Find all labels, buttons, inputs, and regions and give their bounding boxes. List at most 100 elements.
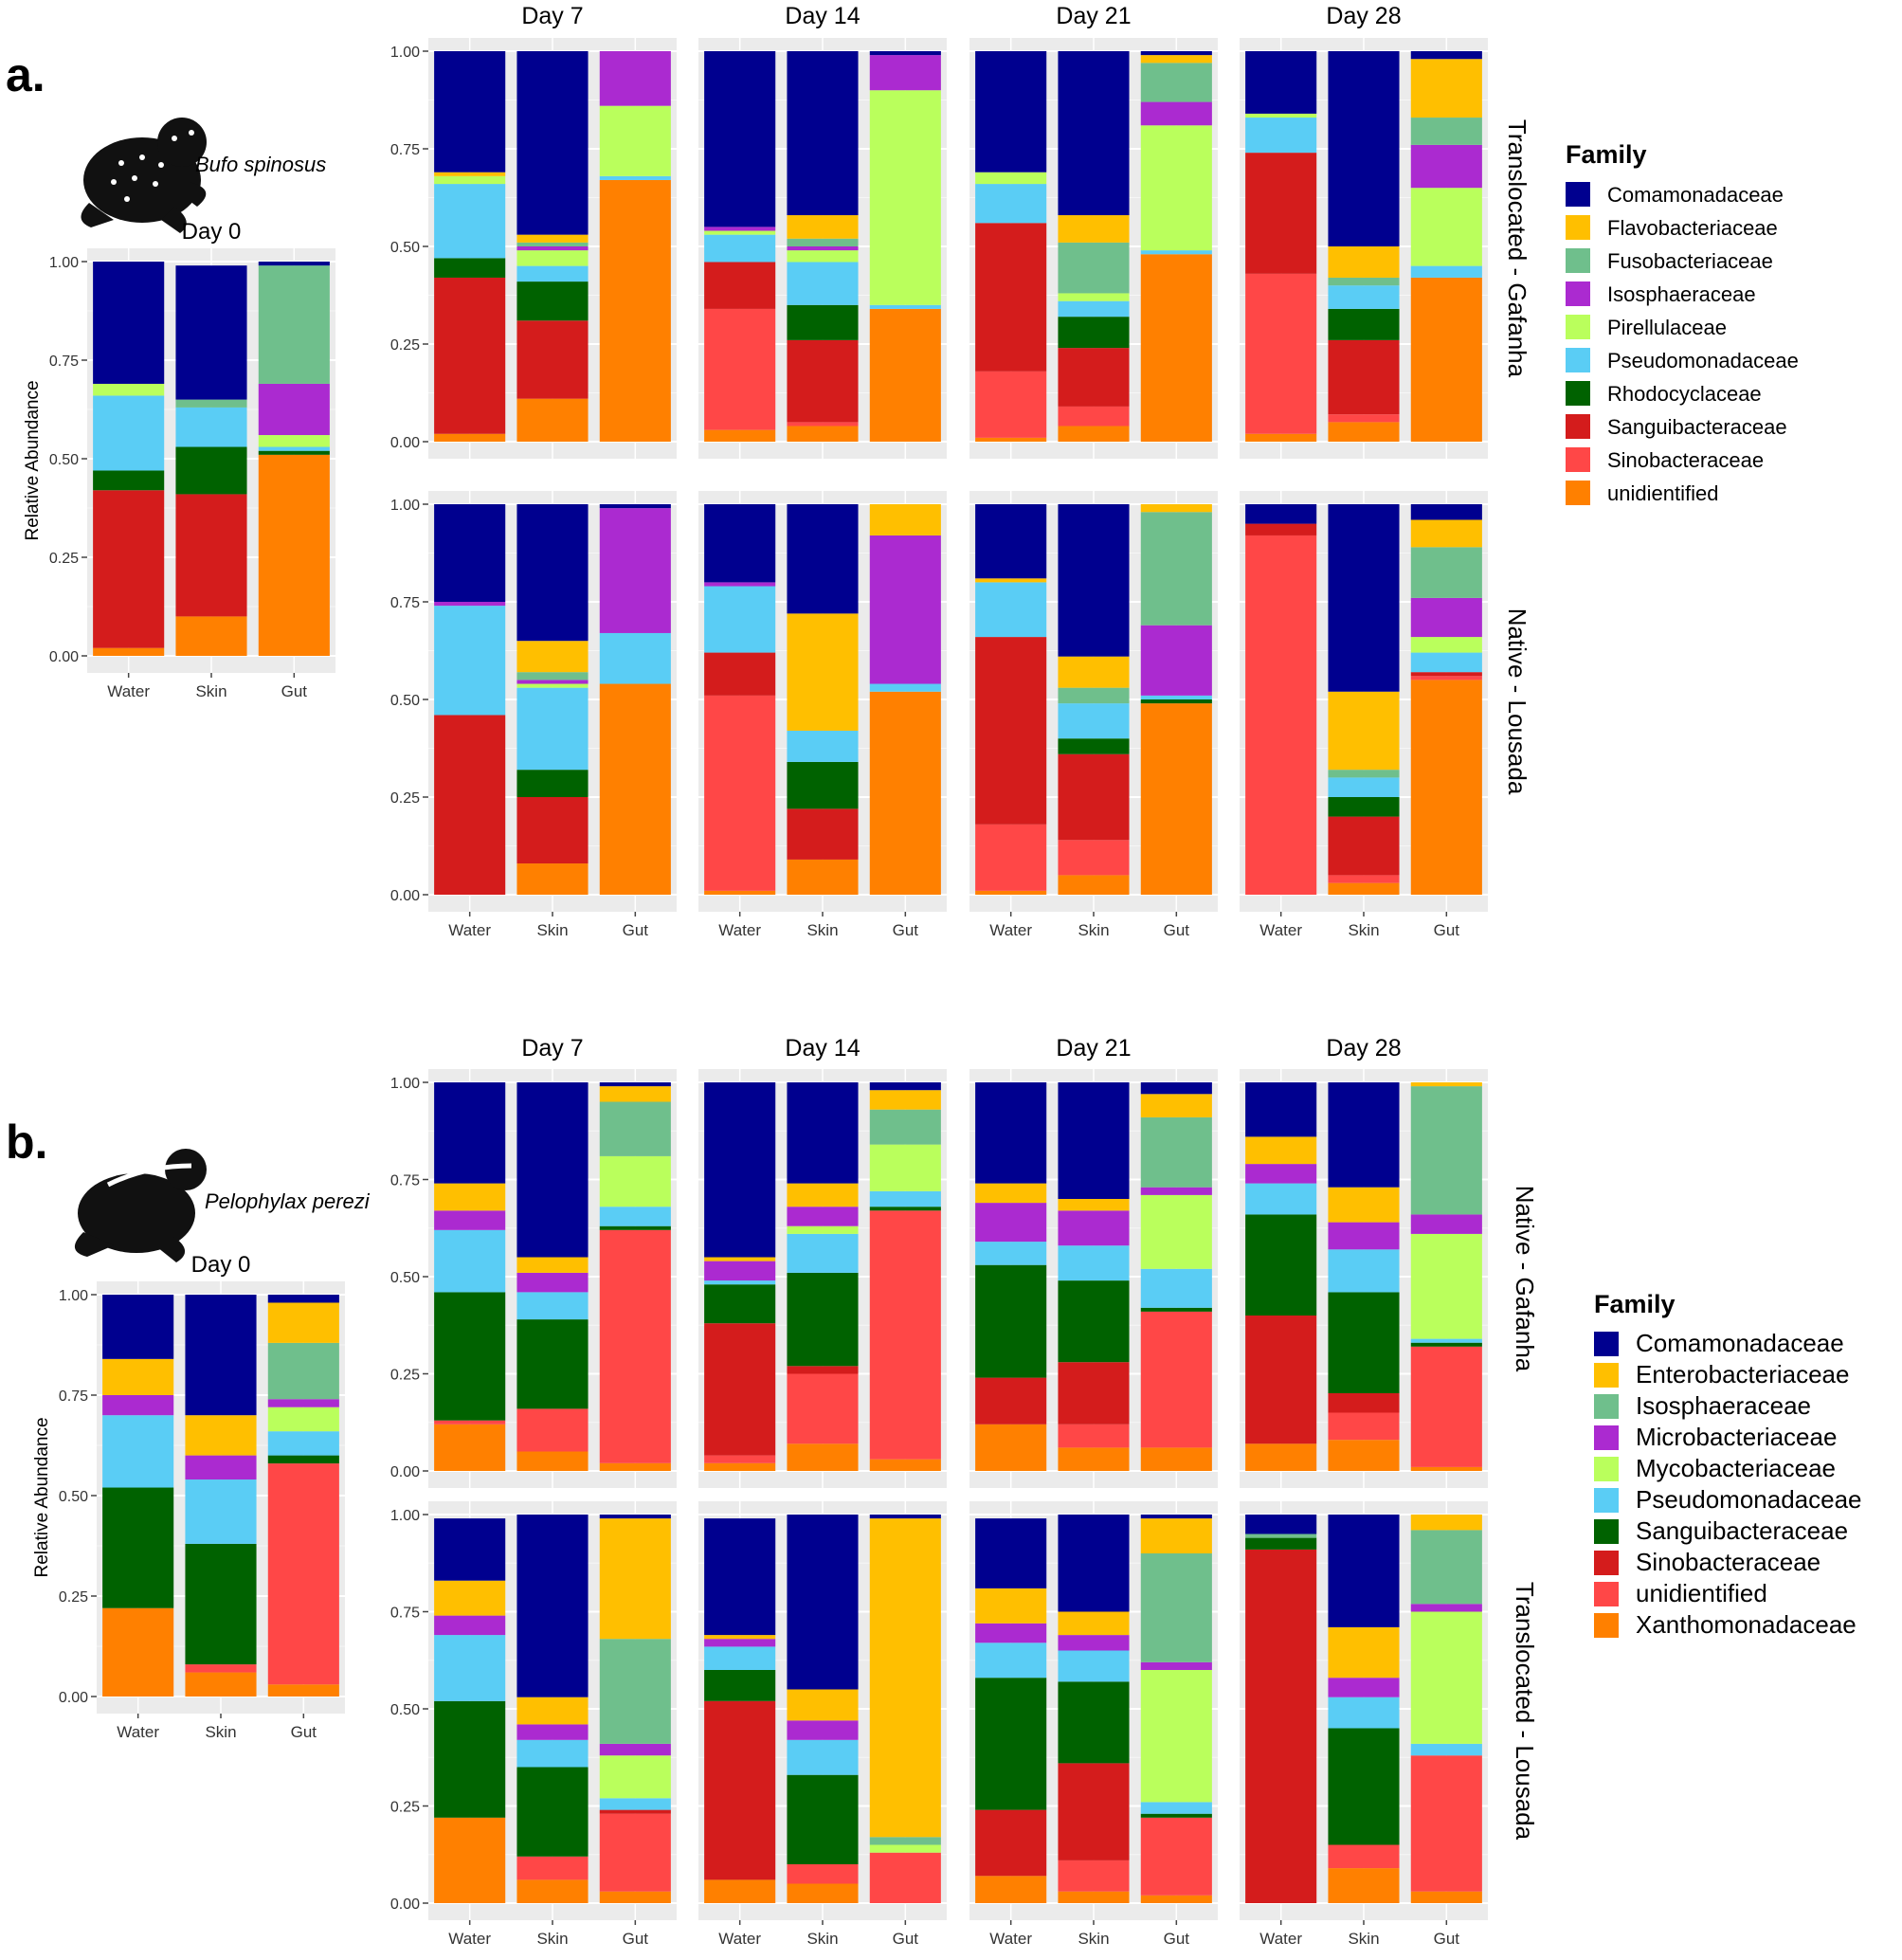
bar-segment-enterobacteriaceae — [1245, 1136, 1317, 1165]
bar-segment-pseudomonadaceae — [1410, 1338, 1482, 1343]
panel-a: 0.00 0.25 0.50 0.75 1.00 Water Skin Gut Day 0 Rel… — [23, 3, 1531, 939]
legend-label: Isosphaeraceae — [1607, 282, 1756, 306]
bar-segment-comamonadaceae — [1245, 51, 1317, 114]
bar-segment-enterobacteriaceae — [787, 1183, 859, 1207]
bar-segment-unidientified — [1328, 1844, 1400, 1869]
bar-segment-pseudomonadaceae — [1410, 265, 1482, 278]
bar-segment-microbacteriaceae — [1245, 1164, 1317, 1184]
bar-segment-isosphaeraceae — [869, 1837, 941, 1845]
legend-label: Sanguibacteraceae — [1636, 1516, 1848, 1545]
legend-swatch — [1566, 315, 1590, 339]
legend-swatch — [1566, 182, 1590, 207]
x-tick-label: Water — [1259, 921, 1302, 939]
bar-segment-unidientified — [1140, 703, 1212, 895]
bar-segment-pirellulaceae — [599, 105, 671, 176]
y-tick-label: 0.50 — [390, 240, 420, 256]
bar-segment-fusobacteriaceae — [1140, 63, 1212, 102]
legend-label: Flavobacteriaceae — [1607, 216, 1778, 240]
y-tick-label: 0.50 — [390, 1702, 420, 1718]
bar-segment-sanguibacteraceae — [434, 277, 506, 434]
bar-gut — [1410, 51, 1482, 442]
bar-skin — [1328, 504, 1400, 895]
panel-a-letter: a. — [6, 48, 45, 101]
bar-segment-sanguibacteraceae — [1058, 1681, 1130, 1764]
bar-segment-mycobacteriaceae — [869, 1144, 941, 1191]
facet-native---lousada-day-21: Water Skin Gut — [969, 491, 1218, 939]
x-tick-label: Water — [107, 682, 150, 700]
bar-segment-mycobacteriaceae — [267, 1406, 339, 1432]
bar-segment-pirellulaceae — [1410, 637, 1482, 653]
bar-segment-pseudomonadaceae — [434, 1229, 506, 1293]
bar-segment-comamonadaceae — [975, 504, 1047, 579]
bar-segment-comamonadaceae — [704, 51, 776, 227]
bar-segment-xanthomonadaceae — [1328, 1868, 1400, 1903]
bar-segment-pseudomonadaceae — [1140, 250, 1212, 255]
column-header: Day 14 — [785, 3, 860, 29]
bar-segment-fusobacteriaceae — [516, 672, 589, 681]
bar-segment-unidientified — [704, 1455, 776, 1463]
y-tick-label: 0.75 — [59, 1388, 88, 1405]
bar-segment-rhodocyclaceae — [93, 470, 165, 491]
facet-translocated---gafanha-day-14 — [698, 38, 947, 459]
bar-segment-pseudomonadaceae — [869, 683, 941, 692]
bar-segment-pseudomonadaceae — [869, 304, 941, 309]
bar-skin — [516, 504, 589, 895]
bar-segment-enterobacteriaceae — [1140, 1094, 1212, 1117]
x-tick-label: Skin — [536, 1930, 568, 1948]
bar-segment-pseudomonadaceae — [1245, 1183, 1317, 1215]
row-strip-label: Native - Gafanha — [1511, 1186, 1539, 1372]
legend-label: unidientified — [1636, 1579, 1767, 1607]
bar-segment-pseudomonadaceae — [434, 606, 506, 716]
bar-segment-unidientified — [1410, 1346, 1482, 1467]
bar-segment-pirellulaceae — [434, 175, 506, 185]
bar-segment-sanguibacteraceae — [1245, 1537, 1317, 1550]
bar-segment-enterobacteriaceae — [1140, 1518, 1212, 1553]
column-header: Day 28 — [1326, 1035, 1401, 1062]
bar-segment-pirellulaceae — [1410, 188, 1482, 266]
column-header: Day 28 — [1326, 3, 1401, 29]
y-tick-label: 0.75 — [49, 354, 79, 370]
bar-segment-sinobacteraceae — [1058, 406, 1130, 426]
bar-segment-comamonadaceae — [434, 1518, 506, 1581]
bar-segment-sanguibacteraceae — [1245, 1214, 1317, 1316]
legend-swatch — [1594, 1582, 1619, 1606]
bar-segment-unidientified — [516, 1408, 589, 1452]
bar-segment-pseudomonadaceae — [93, 395, 165, 471]
legend-swatch — [1594, 1332, 1619, 1356]
bar-segment-enterobacteriaceae — [185, 1415, 257, 1456]
bar-segment-microbacteriaceae — [102, 1395, 174, 1416]
bar-water — [704, 51, 776, 442]
bar-gut — [869, 1082, 941, 1471]
bar-segment-mycobacteriaceae — [1410, 1233, 1482, 1339]
bar-segment-pseudomonadaceae — [1058, 1650, 1130, 1682]
bar-segment-enterobacteriaceae — [787, 1689, 859, 1721]
bar-gut — [869, 504, 941, 895]
bar-segment-sanguibacteraceae — [102, 1487, 174, 1608]
bar-segment-pseudomonadaceae — [975, 1642, 1047, 1679]
legend-swatch — [1594, 1613, 1619, 1638]
bar-segment-isosphaeraceae — [787, 246, 859, 251]
bar-segment-pseudomonadaceae — [704, 586, 776, 653]
column-header: Day 14 — [785, 1035, 860, 1062]
bar-segment-pseudomonadaceae — [1058, 1245, 1130, 1281]
bar-segment-microbacteriaceae — [267, 1399, 339, 1407]
species-b-name: Pelophylax perezi — [205, 1189, 371, 1213]
x-tick-label: Gut — [893, 921, 919, 939]
bar-skin — [787, 504, 859, 895]
bar-segment-sanguibacteraceae — [787, 1774, 859, 1864]
bar-segment-xanthomonadaceae — [267, 1684, 339, 1697]
bar-segment-unidientified — [599, 683, 671, 895]
bar-segment-pseudomonadaceae — [1245, 118, 1317, 154]
row-strip-label: Translocated - Lousada — [1511, 1582, 1539, 1841]
bar-segment-comamonadaceae — [1328, 1515, 1400, 1627]
bar-segment-unidientified — [1058, 875, 1130, 895]
bar-segment-sanguibacteraceae — [1058, 1280, 1130, 1363]
bar-segment-pirellulaceae — [258, 435, 330, 447]
bar-segment-sinobacteraceae — [1328, 1393, 1400, 1413]
bar-segment-pirellulaceae — [516, 683, 589, 688]
bar-segment-xanthomonadaceae — [704, 1462, 776, 1471]
bar-water — [704, 504, 776, 895]
bar-segment-pseudomonadaceae — [434, 184, 506, 259]
bar-segment-sanguibacteraceae — [704, 1670, 776, 1701]
y-axis-label: Relative Abundance — [23, 380, 43, 540]
